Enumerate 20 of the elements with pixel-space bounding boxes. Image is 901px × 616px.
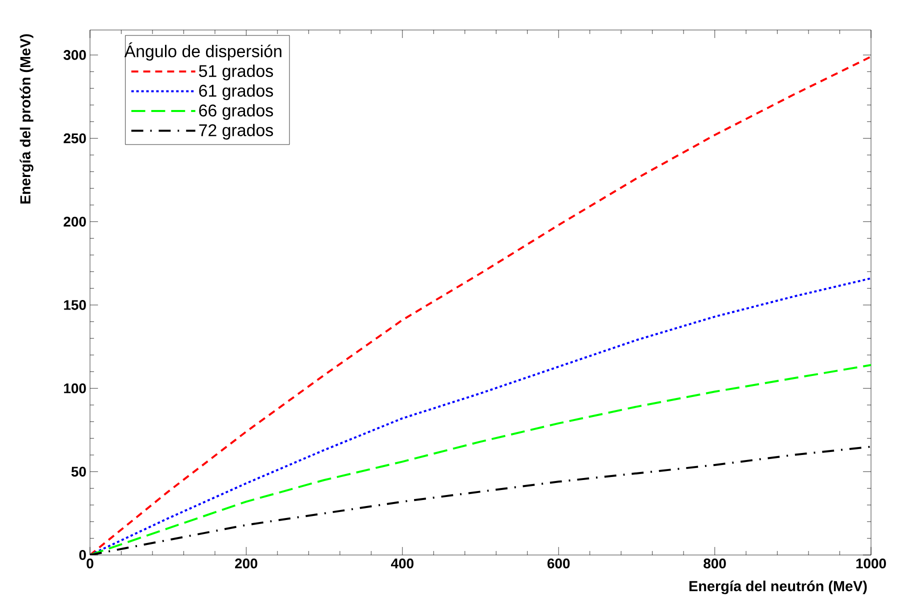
x-tick-label: 200 xyxy=(235,558,258,568)
x-tick-label: 800 xyxy=(704,558,726,568)
x-tick-label: 600 xyxy=(547,558,570,568)
legend-label: 72 grados xyxy=(199,124,273,140)
y-axis-title: Energía del protón (MeV) xyxy=(20,34,34,204)
x-tick-label: 400 xyxy=(390,558,414,568)
legend-label: 66 grados xyxy=(199,104,273,120)
y-tick-label: 150 xyxy=(64,300,86,310)
legend-label: 61 grados xyxy=(199,84,273,100)
y-tick-label: 300 xyxy=(64,50,86,60)
x-axis-title: Energía del neutrón (MeV) xyxy=(689,580,867,594)
line-series xyxy=(90,277,872,555)
x-tick-label: 0 xyxy=(86,558,94,568)
y-tick-label: 100 xyxy=(64,383,86,394)
x-tick-label: 1000 xyxy=(856,558,886,568)
y-tick-label: 250 xyxy=(64,133,86,144)
y-tick-label: 50 xyxy=(71,466,86,477)
y-tick-label: 200 xyxy=(64,216,86,227)
y-tick-label: 0 xyxy=(79,550,86,560)
legend-label: 51 grados xyxy=(198,64,273,80)
